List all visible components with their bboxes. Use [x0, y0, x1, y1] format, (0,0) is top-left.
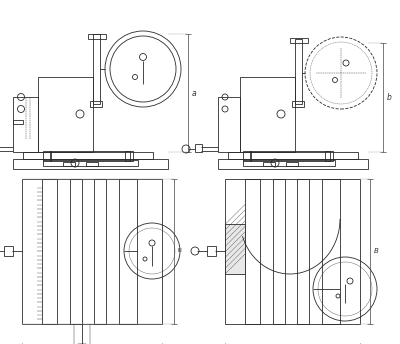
- Bar: [218, 97, 240, 152]
- Bar: [250, 151, 330, 161]
- Bar: [295, 39, 302, 104]
- Bar: [245, 179, 260, 324]
- Bar: [228, 152, 358, 159]
- Bar: [43, 160, 138, 166]
- Bar: [297, 179, 309, 324]
- Bar: [125, 151, 133, 161]
- Bar: [292, 101, 304, 107]
- Bar: [13, 120, 23, 124]
- Bar: [50, 151, 130, 161]
- Bar: [88, 34, 106, 39]
- Bar: [38, 77, 93, 152]
- Bar: [119, 179, 137, 324]
- Bar: [243, 160, 335, 166]
- Bar: [243, 151, 251, 161]
- Text: B: B: [374, 248, 379, 254]
- Bar: [240, 77, 295, 152]
- Bar: [13, 159, 168, 169]
- Bar: [218, 159, 368, 169]
- Bar: [207, 246, 216, 256]
- Bar: [263, 162, 275, 166]
- Bar: [225, 179, 360, 324]
- Bar: [195, 144, 202, 152]
- Bar: [94, 179, 106, 324]
- Bar: [4, 246, 13, 256]
- Bar: [63, 162, 75, 166]
- Bar: [13, 97, 38, 152]
- Bar: [42, 179, 57, 324]
- Bar: [322, 179, 340, 324]
- Text: III: III: [178, 248, 183, 254]
- Bar: [290, 38, 308, 43]
- Bar: [43, 151, 51, 161]
- Bar: [225, 224, 245, 274]
- Bar: [22, 179, 162, 324]
- Text: b: b: [387, 93, 392, 101]
- Bar: [286, 162, 298, 166]
- Bar: [273, 179, 285, 324]
- Bar: [325, 151, 333, 161]
- Bar: [23, 152, 153, 159]
- Text: a: a: [192, 88, 197, 97]
- Bar: [90, 101, 102, 107]
- Bar: [70, 179, 82, 324]
- Bar: [86, 162, 98, 166]
- Bar: [93, 34, 100, 104]
